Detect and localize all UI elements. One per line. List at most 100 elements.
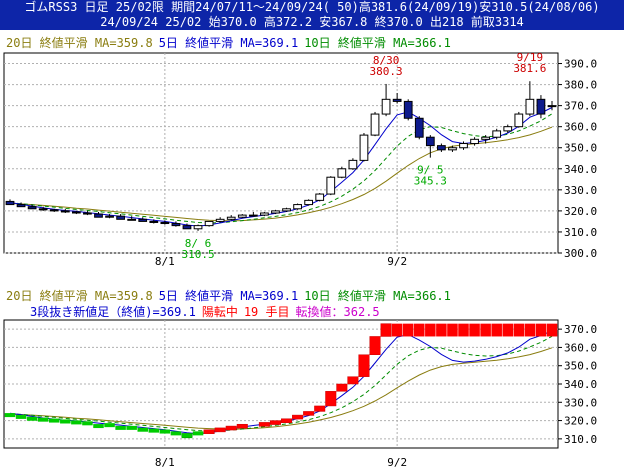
break-axis: 370.0 360.0 350.0 340.0 330.0 320.0 310.0 8/1 9/… (155, 323, 597, 469)
candle-up (370, 113, 380, 136)
break-y-tick-label: 330.0 (564, 396, 597, 409)
candle-up (105, 215, 114, 218)
break-y-tick-label: 350.0 (564, 360, 597, 373)
break-block-down (137, 427, 148, 432)
break-block-down (4, 413, 16, 418)
break-y-tick-label: 370.0 (564, 323, 597, 336)
legend-ma5: 5日 終値平滑 MA=369.1 (158, 36, 299, 50)
price-y-tick-label: 370.0 (564, 100, 597, 113)
candle-down (83, 212, 92, 215)
break-x-tick-label: 8/1 (155, 456, 175, 469)
break-block-up (535, 323, 547, 337)
break-block-up (480, 323, 491, 337)
candle-up (381, 98, 391, 115)
annotation-value: 380.3 (370, 65, 403, 78)
candle-up (503, 126, 513, 132)
break-block-up (314, 405, 326, 412)
break-y-tick-label: 360.0 (564, 341, 597, 354)
candle-up (204, 220, 214, 227)
candle-up (282, 208, 291, 212)
candle-down (27, 206, 37, 210)
break-block-up (281, 418, 293, 423)
break-block-down (71, 420, 82, 425)
break-block-down (60, 419, 71, 424)
break-block-up (292, 414, 304, 420)
candle-down (5, 200, 15, 206)
trend-status: 陽転中 (201, 305, 238, 319)
price-moving-averages (9, 107, 553, 227)
price-y-tick-label: 340.0 (564, 163, 597, 176)
price-y-tick-label: 380.0 (564, 79, 597, 92)
break-x-tick-label: 9/2 (387, 456, 407, 469)
break-block-up (469, 323, 480, 337)
break-block-up (546, 323, 558, 337)
candle-up (248, 214, 258, 217)
break-block-up (369, 336, 381, 355)
candle-down (94, 213, 103, 218)
price-y-tick-label: 390.0 (564, 58, 597, 71)
price-axis: 390.0 380.0 370.0 360.0 350.0 340.0 330.0 320.0… (155, 58, 597, 268)
break-block-up (414, 323, 425, 337)
break-block-down (159, 429, 171, 434)
candle-up (193, 225, 203, 230)
candle-up (481, 136, 491, 140)
break-block-up (214, 427, 226, 433)
price-y-tick-label: 330.0 (564, 184, 597, 197)
break-block-up (436, 323, 447, 337)
candle-down (182, 225, 192, 230)
annotation-date: 8/30 (373, 54, 400, 67)
candle-up (127, 218, 137, 221)
break-block-down (37, 417, 49, 422)
break-block-down (104, 423, 115, 428)
candle-up (237, 214, 247, 218)
break-block-up (447, 323, 458, 337)
legend-ma20-bottom: 20日 終値平滑 MA=359.8 (6, 289, 153, 303)
candle-up (271, 210, 280, 214)
break-ma5-line (9, 330, 553, 435)
trend-count: 19 手目 (243, 305, 290, 319)
break-block-up (303, 411, 315, 416)
candle-up (459, 143, 468, 149)
legend-ma20: 20日 終値平滑 MA=359.8 (6, 36, 153, 50)
candle-down (160, 221, 170, 225)
break-block-up (358, 354, 370, 377)
break-block-down (126, 425, 137, 430)
break-blocks (4, 323, 558, 439)
candle-down (38, 208, 48, 211)
candle-up (525, 98, 535, 115)
chart-header-line2: 24/09/24 25/02 始370.0 高372.2 安367.8 終370… (0, 15, 624, 30)
break-block-down (93, 424, 104, 429)
break-y-tick-label: 320.0 (564, 415, 597, 428)
break-block-up (203, 429, 215, 434)
break-ma20-line (9, 347, 553, 430)
break-grid (3, 319, 559, 449)
break-block-down (170, 431, 182, 436)
candle-down (71, 211, 81, 214)
break-y-tick-label: 310.0 (564, 433, 597, 446)
price-y-tick-label: 310.0 (564, 226, 597, 239)
break-moving-averages (9, 330, 553, 435)
break-block-down (82, 421, 93, 426)
candle-up (315, 193, 325, 201)
break-block-up (402, 323, 414, 337)
break-block-up (513, 323, 525, 337)
candle-up (492, 130, 502, 138)
candle-down (414, 117, 424, 138)
price-candles (5, 81, 557, 231)
candle-down (16, 204, 26, 208)
price-x-tick-label: 8/1 (155, 255, 175, 268)
break-block-up (380, 323, 392, 337)
annotation-date: 9/ 5 (417, 164, 444, 177)
candle-down (49, 209, 59, 212)
break-block-down (115, 425, 126, 430)
candle-up (547, 105, 557, 108)
candle-up (359, 134, 369, 161)
break-block-up (391, 323, 403, 337)
annotation-value: 310.5 (181, 248, 214, 261)
legend-ma5-bottom: 5日 終値平滑 MA=369.1 (158, 289, 299, 303)
price-y-tick-label: 300.0 (564, 247, 597, 260)
candle-down (425, 136, 435, 147)
chart-header-line1: ゴムRSS3 日足 25/02限 期間24/07/11～24/09/24( 50… (0, 0, 624, 15)
